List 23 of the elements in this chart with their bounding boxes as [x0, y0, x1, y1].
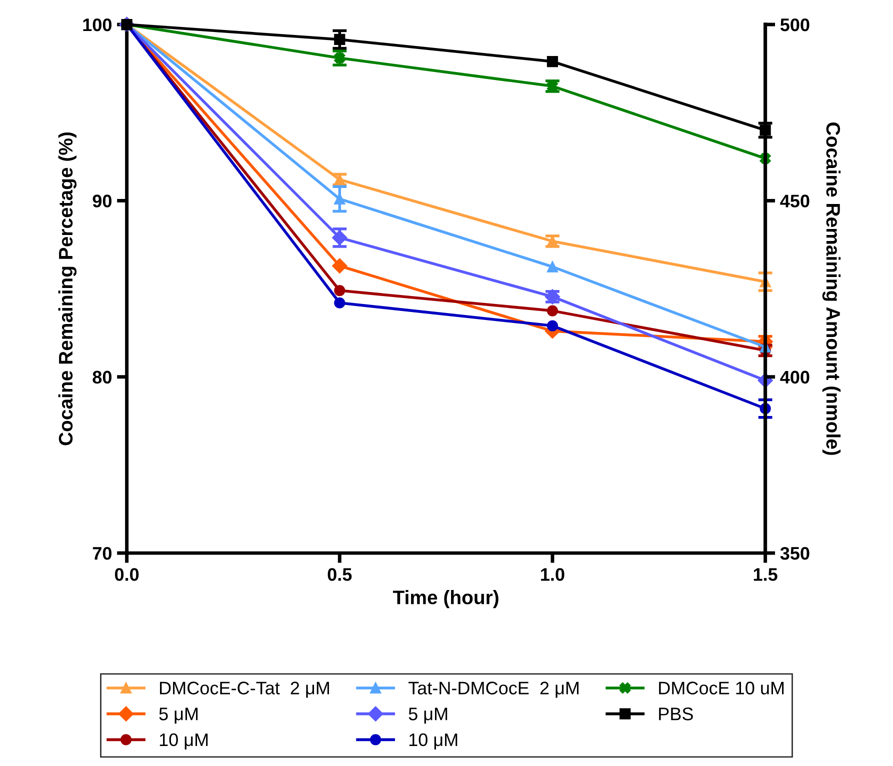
y2-axis-title: Cocaine Remaining Amount (nmole)	[822, 122, 841, 455]
y-tick-label: 70	[92, 546, 112, 560]
legend-label: 10 μM	[409, 733, 458, 750]
y2-tick-label: 450	[780, 194, 810, 208]
y2-tick-label: 500	[780, 18, 810, 32]
legend-label: DMCocE 10 uM	[659, 682, 784, 694]
legend-label: PBS	[659, 708, 693, 720]
y-tick-label: 90	[92, 194, 112, 208]
y-tick-label: 80	[92, 370, 112, 384]
x-axis-title: Time (hour)	[392, 590, 498, 608]
y-tick-label: 100	[83, 18, 112, 32]
legend-label: DMCocE-C-Tat 2 μM	[160, 682, 329, 698]
legend-label: 5 μM	[159, 708, 198, 724]
legend-label: Tat-N-DMCocE 2 μM	[408, 682, 578, 698]
x-tick-label: 1.0	[541, 568, 564, 581]
y2-tick-label: 400	[780, 370, 810, 384]
y2-tick-label: 350	[780, 546, 810, 560]
y-axis-title: Cocaine Remaining Percetage (%)	[58, 132, 77, 446]
legend-label: 10 μM	[160, 733, 208, 750]
x-tick-label: 1.5	[754, 568, 778, 581]
legend-label: 5 μM	[408, 708, 448, 724]
x-tick-label: 0.5	[328, 568, 352, 581]
x-tick-label: 0.0	[114, 568, 139, 581]
